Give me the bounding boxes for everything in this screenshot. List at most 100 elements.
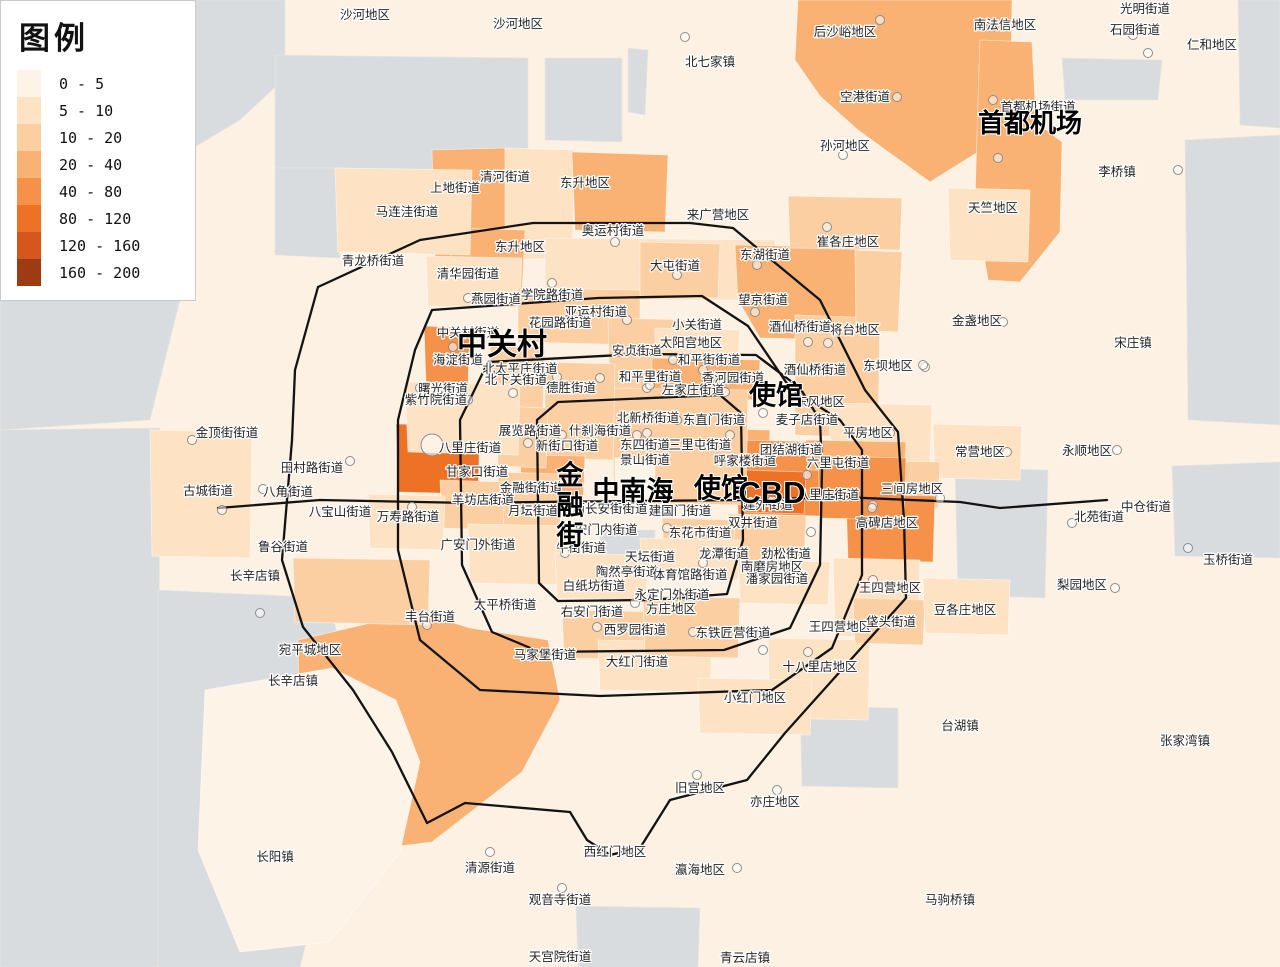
legend-swatch — [17, 70, 41, 97]
map-marker — [642, 428, 652, 438]
map-label: 北新桥街道 — [617, 410, 680, 425]
map-label: 麦子店街道 — [776, 413, 839, 427]
map-marker — [255, 608, 265, 618]
map-label: 仁和地区 — [1187, 38, 1237, 52]
map-label: 香河园街道 — [702, 371, 765, 385]
map-label: 八里庄街道 — [797, 487, 860, 502]
map-label: 首都机场街道 — [1000, 100, 1076, 114]
map-marker — [725, 430, 735, 440]
map-marker — [892, 92, 902, 102]
map-label: 石园街道 — [1110, 23, 1161, 37]
map-marker — [622, 315, 632, 325]
map-label: 豆各庄地区 — [934, 602, 997, 617]
map-label: 马连洼街道 — [376, 204, 439, 219]
map-label: 陶然亭街道 — [596, 564, 659, 579]
map-label: 双井街道 — [728, 516, 779, 530]
map-marker — [720, 387, 730, 397]
map-label: 孙河地区 — [820, 139, 870, 153]
map-marker — [557, 430, 567, 440]
map-label: 长辛店镇 — [268, 674, 318, 688]
map-label: 曙光街道 — [418, 382, 469, 396]
map-label: 北太平庄街道 — [482, 361, 558, 376]
map-marker — [1143, 48, 1153, 58]
map-label: 鲁谷街道 — [258, 540, 309, 554]
legend-swatch — [17, 232, 41, 259]
map-marker — [993, 153, 1003, 163]
map-label: 新街口街道 — [536, 438, 599, 453]
ring-3 — [458, 352, 824, 654]
legend-title: 图例 — [19, 21, 89, 56]
map-label: 太平桥街道 — [474, 597, 537, 612]
map-marker — [610, 237, 620, 247]
district-region — [639, 241, 721, 299]
map-marker — [630, 598, 640, 608]
district-region — [197, 667, 421, 953]
map-marker — [508, 388, 518, 398]
map-label: 小关街道 — [672, 318, 723, 332]
map-label: 王四营地区 — [859, 581, 922, 595]
map-label: 紫竹院街道 — [405, 393, 468, 407]
map-label: 平房地区 — [843, 425, 893, 440]
legend-swatch — [17, 151, 41, 178]
map-label: 德胜街道 — [546, 380, 597, 395]
map-marker — [463, 293, 473, 303]
map-label: 中仓街道 — [1121, 499, 1172, 514]
legend-item: 40 - 80 — [17, 178, 195, 205]
map-label: 来广营地区 — [687, 208, 750, 222]
map-marker — [822, 222, 832, 232]
legend: 图例 0 - 5 5 - 10 10 - 20 20 - 40 40 - 80 80 - … — [0, 0, 196, 301]
map-marker — [867, 503, 877, 513]
map-label: 旧宫地区 — [675, 780, 725, 795]
ring-4 — [396, 294, 864, 698]
map-label: 常营地区 — [955, 445, 1005, 459]
legend-swatch — [17, 205, 41, 232]
map-label: 后沙峪地区 — [814, 25, 877, 39]
legend-swatch — [17, 259, 41, 286]
map-marker — [802, 470, 812, 480]
map-label: 崔各庄地区 — [817, 234, 880, 249]
map-label: 团结湖街道 — [760, 442, 823, 457]
map-label: 南磨房地区 — [741, 559, 804, 574]
map-marker — [557, 883, 567, 893]
map-marker — [632, 430, 642, 440]
map-label: 方庄地区 — [646, 601, 696, 616]
map-marker — [798, 447, 808, 457]
map-marker — [463, 395, 473, 405]
map-marker — [698, 558, 708, 568]
map-label: 金盏地区 — [952, 313, 1002, 328]
map-label: 大红门街道 — [606, 654, 669, 669]
map-marker — [698, 365, 708, 375]
district-region — [787, 195, 903, 251]
map-label: 北下关街道 — [485, 373, 548, 387]
map-label: 十八里店地区 — [782, 660, 857, 674]
map-label: 天坛街道 — [625, 550, 676, 564]
map-marker — [645, 380, 655, 390]
map-label: 东升地区 — [495, 240, 545, 254]
district-region — [932, 423, 1023, 481]
map-marker — [680, 32, 690, 42]
rail-line — [216, 495, 1109, 510]
map-label: 北七家镇 — [685, 54, 735, 69]
legend-item: 20 - 40 — [17, 151, 195, 178]
map-marker — [592, 622, 602, 632]
legend-swatch — [17, 97, 41, 124]
map-marker — [662, 523, 672, 533]
map-label: 光明街道 — [1120, 2, 1171, 16]
map-marker — [595, 373, 605, 383]
map-label: 广安门内街道 — [562, 522, 638, 537]
district-region — [947, 187, 1031, 263]
district-region — [642, 595, 741, 659]
map-label: 燕园街道 — [471, 292, 522, 306]
map-marker — [1128, 30, 1138, 40]
map-marker — [998, 317, 1008, 327]
map-label: 八里庄街道 — [439, 440, 502, 455]
map-label: 长阳镇 — [256, 850, 294, 864]
ring-5 — [280, 221, 908, 857]
legend-item-label: 40 - 80 — [59, 182, 123, 201]
map-marker — [758, 408, 768, 418]
map-annotation: 中南海 — [593, 476, 674, 506]
map-marker — [692, 770, 702, 780]
map-label: 亚运村街道 — [565, 305, 628, 319]
map-label: 清河街道 — [480, 170, 531, 184]
